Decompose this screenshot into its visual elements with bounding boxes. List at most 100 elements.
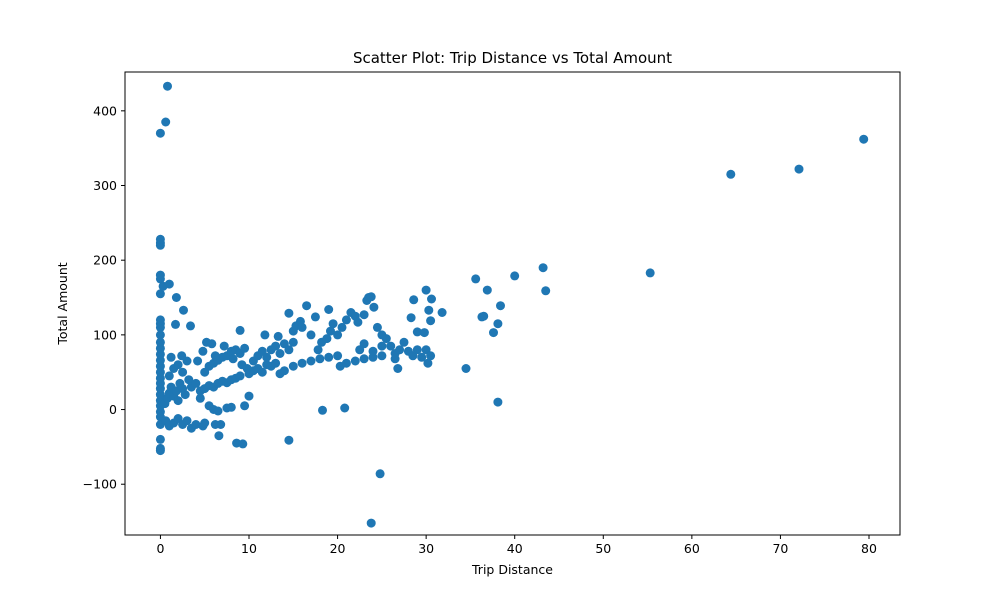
data-point xyxy=(310,312,320,322)
data-point xyxy=(238,439,248,449)
data-point xyxy=(214,431,224,441)
x-tick-label: 50 xyxy=(595,541,611,556)
data-point xyxy=(417,352,427,362)
data-point xyxy=(377,351,387,361)
data-point xyxy=(510,271,520,281)
y-tick-label: 0 xyxy=(109,402,117,417)
plot-frame xyxy=(124,71,901,536)
data-point xyxy=(180,390,190,400)
points-layer xyxy=(155,81,869,528)
data-point xyxy=(377,341,387,351)
data-point xyxy=(393,364,403,373)
y-tick-label: 300 xyxy=(93,178,117,193)
data-point xyxy=(479,311,489,321)
data-point xyxy=(419,328,429,338)
y-tick-label: −100 xyxy=(83,477,117,492)
data-point xyxy=(284,308,294,318)
data-point xyxy=(437,308,447,317)
x-tick-label: 10 xyxy=(241,541,257,556)
data-point xyxy=(427,294,436,304)
y-axis-label: Total Amount xyxy=(55,262,70,345)
data-point xyxy=(195,393,205,403)
data-point xyxy=(155,289,165,299)
data-point xyxy=(493,397,503,407)
data-point xyxy=(341,315,351,325)
data-point xyxy=(275,349,285,358)
data-point xyxy=(366,518,376,528)
data-point xyxy=(306,330,316,340)
data-point xyxy=(288,337,298,347)
data-point xyxy=(163,81,172,91)
data-point xyxy=(302,301,312,311)
data-point xyxy=(161,117,171,127)
y-tick-label: 200 xyxy=(93,253,117,268)
data-point xyxy=(315,354,325,364)
data-point xyxy=(538,263,548,273)
data-point xyxy=(171,293,181,302)
data-point xyxy=(228,354,238,364)
data-point xyxy=(496,301,505,311)
data-point xyxy=(166,352,176,362)
data-point xyxy=(219,341,229,351)
x-tick-label: 30 xyxy=(418,541,434,556)
data-point xyxy=(324,352,334,362)
data-point xyxy=(155,234,165,244)
data-point xyxy=(171,319,180,329)
data-point xyxy=(184,375,194,385)
data-point xyxy=(207,339,217,349)
data-point xyxy=(297,358,307,368)
data-point xyxy=(324,305,334,314)
data-point xyxy=(471,274,481,284)
data-point xyxy=(318,405,327,415)
chart-title: Scatter Plot: Trip Distance vs Total Amo… xyxy=(353,49,672,67)
data-point xyxy=(489,328,498,338)
data-point xyxy=(262,352,272,362)
data-point xyxy=(271,358,281,368)
data-point xyxy=(155,128,165,138)
data-point xyxy=(313,345,323,355)
data-point xyxy=(337,322,347,332)
data-point xyxy=(260,330,270,340)
data-point xyxy=(177,351,187,361)
data-point xyxy=(341,358,351,368)
data-point xyxy=(193,356,203,366)
data-point xyxy=(423,358,433,368)
data-point xyxy=(322,334,332,344)
data-point xyxy=(340,403,350,413)
x-tick-label: 80 xyxy=(861,541,877,556)
data-point xyxy=(257,367,267,377)
data-point xyxy=(493,319,503,329)
data-point xyxy=(284,435,294,445)
x-tick-label: 60 xyxy=(684,541,700,556)
data-point xyxy=(271,341,281,351)
data-point xyxy=(333,351,343,361)
data-point xyxy=(366,292,376,302)
data-point xyxy=(482,285,492,295)
data-point xyxy=(461,364,471,373)
data-point xyxy=(412,345,422,355)
data-point xyxy=(372,322,382,332)
data-point xyxy=(369,302,379,312)
data-point xyxy=(395,345,405,355)
data-point xyxy=(155,446,165,456)
y-tick-label: 400 xyxy=(93,103,117,118)
data-point xyxy=(240,343,250,353)
data-point xyxy=(726,169,736,179)
data-point xyxy=(226,402,236,412)
data-point xyxy=(328,319,338,329)
data-point xyxy=(288,361,298,371)
data-point xyxy=(409,295,419,305)
data-point xyxy=(178,367,188,377)
data-point xyxy=(210,420,220,429)
data-point xyxy=(399,337,409,347)
ticks-layer: 0 10 20 30 40 50 60 70 80 −100 0 100 200 300 400 xyxy=(83,103,877,556)
data-point xyxy=(359,339,369,349)
data-point xyxy=(297,322,307,332)
data-point xyxy=(412,327,422,337)
data-point xyxy=(386,341,396,351)
data-point xyxy=(179,305,188,315)
data-point xyxy=(155,270,165,280)
data-point xyxy=(426,316,436,326)
data-point xyxy=(198,346,208,356)
